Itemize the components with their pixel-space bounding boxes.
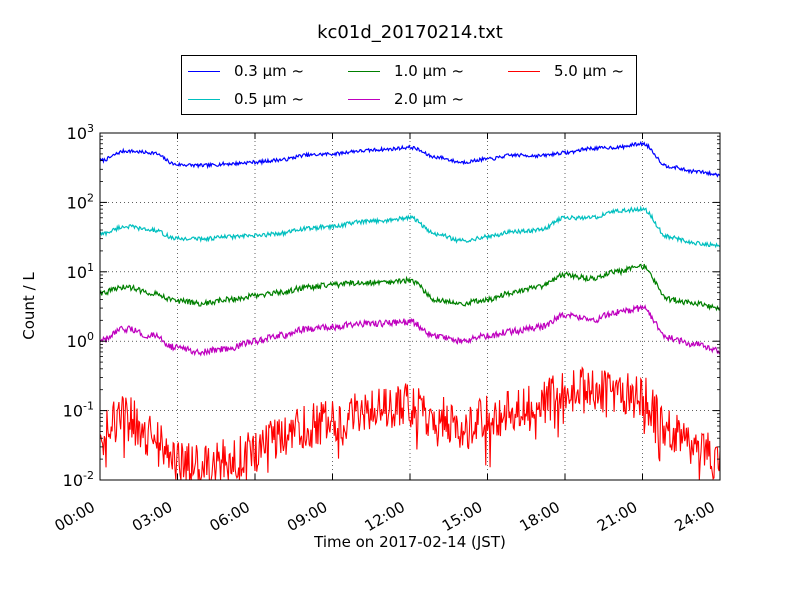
legend-entry-5.0um: 5.0 μm ~ bbox=[508, 62, 624, 80]
x-tick-label: 12:00 bbox=[362, 498, 408, 535]
series-line-2 bbox=[99, 263, 721, 312]
x-tick-label: 18:00 bbox=[517, 498, 563, 535]
legend-line-0.3um bbox=[188, 70, 220, 72]
series-line-1 bbox=[99, 205, 721, 249]
legend-label-5.0um: 5.0 μm ~ bbox=[554, 62, 625, 80]
y-tick-label: 10-2 bbox=[63, 469, 94, 490]
y-axis-label: Count / L bbox=[20, 272, 38, 340]
x-tick-label: 21:00 bbox=[594, 498, 640, 535]
legend-line-0.5um bbox=[188, 98, 220, 100]
series-group bbox=[99, 140, 721, 481]
grid bbox=[100, 133, 720, 480]
y-tick-label: 103 bbox=[67, 122, 94, 143]
x-tick-label: 00:00 bbox=[52, 498, 98, 535]
legend-label-0.5um: 0.5 μm ~ bbox=[234, 90, 305, 108]
y-tick-label: 100 bbox=[67, 330, 94, 351]
legend-label-0.3um: 0.3 μm ~ bbox=[234, 62, 305, 80]
x-tick-label: 03:00 bbox=[129, 498, 175, 535]
y-tick-label: 102 bbox=[67, 191, 94, 212]
x-tick-label: 24:00 bbox=[672, 498, 718, 535]
legend-entry-0.3um: 0.3 μm ~ bbox=[188, 62, 304, 80]
series-line-3 bbox=[99, 304, 721, 357]
legend-entry-0.5um: 0.5 μm ~ bbox=[188, 90, 304, 108]
y-tick-label: 10-1 bbox=[63, 400, 94, 421]
x-tick-label: 09:00 bbox=[284, 498, 330, 535]
legend-label-1.0um: 1.0 μm ~ bbox=[394, 62, 465, 80]
legend-entry-1.0um: 1.0 μm ~ bbox=[348, 62, 464, 80]
ticks: 00:00 03:00 06:00 09:00 12:00 15:00 18:00 21:00… bbox=[52, 122, 721, 535]
legend-entry-2.0um: 2.0 μm ~ bbox=[348, 90, 464, 108]
legend: 0.3 μm ~ 0.5 μm ~ 1.0 μm ~ 2.0 μm ~ 5.0 … bbox=[181, 55, 637, 115]
legend-line-1.0um bbox=[348, 70, 380, 72]
x-tick-label: 06:00 bbox=[207, 498, 253, 535]
series-line-0 bbox=[99, 140, 721, 178]
legend-line-5.0um bbox=[508, 70, 540, 72]
legend-line-2.0um bbox=[348, 98, 380, 100]
legend-label-2.0um: 2.0 μm ~ bbox=[394, 90, 465, 108]
x-tick-label: 15:00 bbox=[439, 498, 485, 535]
series-line-4 bbox=[99, 366, 721, 481]
chart-title: kc01d_20170214.txt bbox=[317, 22, 503, 43]
x-axis-label: Time on 2017-02-14 (JST) bbox=[313, 533, 506, 551]
y-tick-label: 101 bbox=[67, 261, 94, 282]
